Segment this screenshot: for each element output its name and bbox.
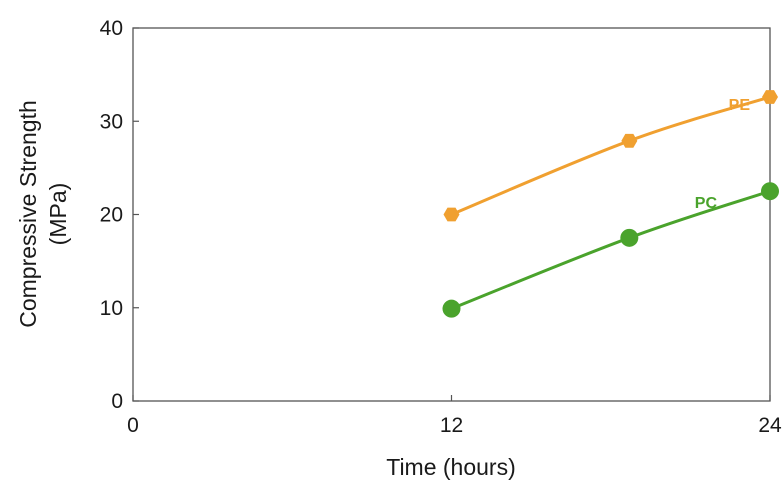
y-tick-label: 30 — [100, 110, 123, 133]
series-pc-point — [442, 299, 461, 318]
axis-ticks: 0 10 20 30 40 0 12 24 — [100, 17, 782, 437]
x-tick-label: 0 — [127, 414, 139, 437]
x-tick-label: 12 — [440, 414, 463, 437]
y-axis-label-line-1: Compressive Strength — [15, 100, 41, 328]
y-tick-label: 20 — [100, 204, 123, 227]
series-pc-label: PC — [695, 195, 718, 212]
series-pe-point — [762, 90, 778, 104]
x-axis-label: Time (hours) — [386, 454, 516, 480]
series-pe-line — [450, 95, 772, 216]
series-pc: PC — [442, 182, 779, 318]
series-pc-point — [761, 182, 779, 201]
series-pe: PE — [443, 90, 778, 222]
series-pe-point — [621, 133, 638, 148]
series-layer: PE PC — [442, 90, 779, 318]
y-axis-label: Compressive Strength (MPa) — [15, 100, 71, 328]
y-axis-label-line-2: (MPa) — [45, 183, 71, 246]
x-tick-label: 24 — [758, 414, 782, 437]
y-tick-label: 10 — [100, 297, 123, 320]
series-pc-point — [620, 228, 639, 247]
y-tick-label: 40 — [100, 17, 123, 40]
y-tick-label: 0 — [111, 390, 123, 413]
series-pe-point — [443, 207, 460, 222]
series-pc-line — [450, 189, 772, 311]
series-pe-label: PE — [729, 97, 751, 114]
